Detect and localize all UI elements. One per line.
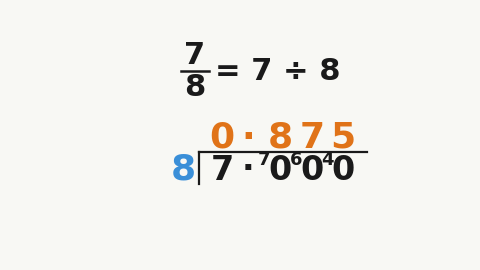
- Text: = 7 ÷ 8: = 7 ÷ 8: [215, 56, 340, 86]
- Text: 0: 0: [268, 154, 292, 187]
- Text: 0: 0: [331, 154, 355, 187]
- Text: 8: 8: [267, 121, 293, 155]
- Text: 7: 7: [258, 151, 270, 169]
- Text: 8: 8: [170, 153, 195, 187]
- Text: 4: 4: [321, 151, 333, 169]
- Text: ·: ·: [241, 121, 255, 155]
- Text: 6: 6: [290, 151, 302, 169]
- Text: 8: 8: [184, 73, 205, 102]
- Text: 0: 0: [209, 121, 235, 155]
- Text: ·: ·: [242, 154, 254, 187]
- Text: 5: 5: [330, 121, 356, 155]
- Text: 7: 7: [210, 154, 234, 187]
- Text: 7: 7: [184, 40, 205, 69]
- Text: 0: 0: [300, 154, 324, 187]
- Text: 7: 7: [300, 121, 324, 155]
